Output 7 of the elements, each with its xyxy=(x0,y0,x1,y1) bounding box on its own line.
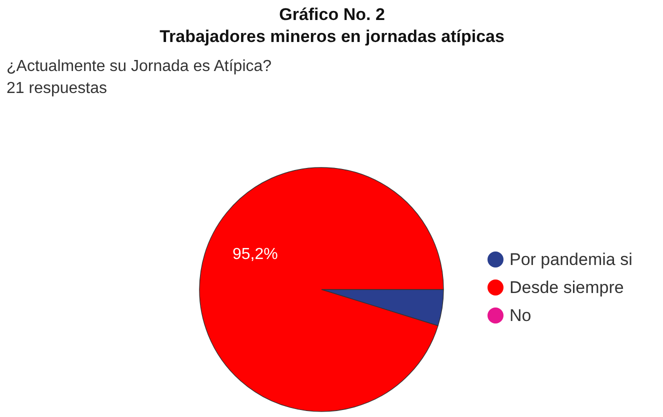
data-label: 95,2% xyxy=(232,246,278,263)
chart-subtitle: ¿Actualmente su Jornada es Atípica? xyxy=(6,58,272,75)
text: 21 respuestas xyxy=(6,80,108,97)
legend-label: Por pandemia si xyxy=(510,250,632,269)
legend-label: No xyxy=(510,306,532,325)
legend-label: Desde siempre xyxy=(510,278,624,297)
chart-title: Gráfico No. 2 Trabajadores mineros en jornadas atípicas xyxy=(160,5,504,46)
